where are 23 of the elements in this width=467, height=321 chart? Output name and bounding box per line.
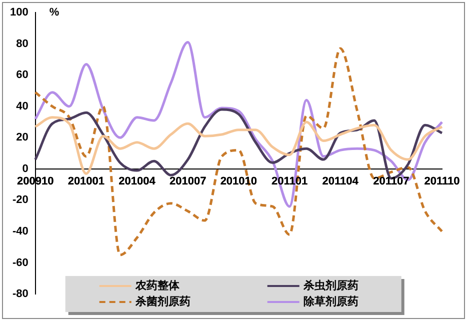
- x-tick-label: 201004: [118, 176, 156, 188]
- y-axis-title: %: [49, 6, 60, 19]
- y-tick-label: 0: [22, 162, 28, 175]
- y-tick-label: 60: [16, 69, 28, 82]
- x-tick-label: 201001: [68, 176, 105, 188]
- legend-label: 杀虫剂原药: [302, 279, 358, 292]
- legend-label: 农药整体: [134, 279, 180, 292]
- y-tick-label: -20: [12, 194, 28, 206]
- y-tick-label: 40: [16, 100, 28, 112]
- line-series: [34, 116, 444, 175]
- x-tick-label: 201101: [271, 176, 308, 188]
- y-tick-label: -80: [12, 288, 28, 300]
- x-tick-label: 201104: [322, 176, 360, 188]
- y-tick-label: -40: [12, 226, 28, 238]
- x-tick-label: 201107: [373, 176, 410, 188]
- y-tick-label: 20: [16, 132, 28, 144]
- legend-label: 杀菌剂原药: [134, 295, 190, 308]
- y-tick-label: -60: [12, 256, 28, 269]
- legend-label: 除草剂原药: [303, 295, 358, 308]
- x-tick-label: 201007: [169, 176, 206, 188]
- y-tick-label: 100: [10, 6, 28, 19]
- x-tick-label: 201110: [424, 176, 460, 188]
- y-tick-label: 80: [16, 38, 28, 50]
